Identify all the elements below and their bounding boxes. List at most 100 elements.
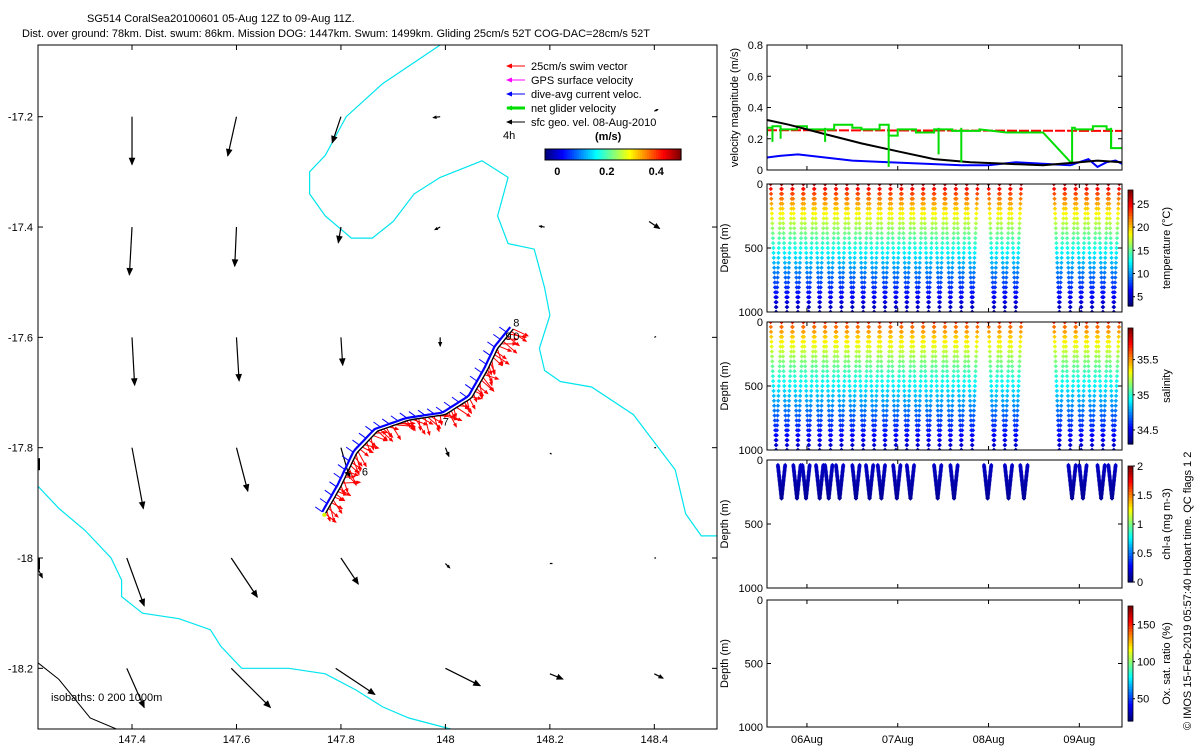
sample-point: [813, 349, 818, 354]
sample-point: [879, 226, 884, 231]
sample-point: [825, 369, 830, 374]
sample-point: [930, 359, 935, 364]
sample-point: [772, 418, 778, 423]
sample-point: [796, 295, 801, 300]
geo-vector-head: [472, 679, 482, 687]
sample-point: [790, 334, 796, 339]
sample-point: [901, 235, 906, 241]
sample-point: [1057, 437, 1062, 443]
sample-point: [907, 373, 913, 379]
sample-point: [924, 398, 929, 403]
sample-point: [1057, 309, 1062, 312]
sample-point: [943, 339, 948, 344]
sample-point: [949, 275, 955, 280]
sample-point: [894, 285, 900, 290]
sample-point: [857, 231, 863, 236]
sample-point: [1092, 245, 1097, 251]
sample-point: [815, 265, 820, 270]
sample-point: [1009, 221, 1015, 226]
sample-point: [902, 408, 908, 413]
sample-point: [1005, 373, 1011, 379]
sample-point: [922, 354, 927, 359]
sample-point: [1116, 186, 1122, 192]
sample-point: [889, 359, 895, 364]
sample-point: [929, 235, 934, 241]
sample-point: [809, 245, 814, 251]
sample-point: [863, 378, 869, 384]
sample-point: [1069, 285, 1074, 290]
sample-point: [835, 226, 841, 231]
colorbar-cell: [1128, 700, 1133, 705]
sample-point: [1086, 378, 1092, 384]
sample-point: [817, 447, 822, 450]
sample-point: [784, 309, 790, 312]
sample-point: [846, 354, 851, 359]
sample-point: [1114, 231, 1120, 236]
dive-profile: [768, 322, 784, 450]
sample-point: [792, 245, 798, 251]
sample-point: [888, 324, 893, 330]
sample-point: [1000, 255, 1005, 261]
sample-point: [974, 339, 980, 344]
sample-point: [905, 290, 910, 295]
sample-point: [885, 235, 891, 241]
colorbar-cell: [1128, 256, 1133, 261]
sample-point: [1097, 373, 1102, 379]
colorbar-cell: [1128, 550, 1133, 554]
sample-point: [891, 403, 897, 408]
sample-point: [928, 260, 933, 265]
sample-point: [937, 309, 942, 312]
sample-point: [817, 442, 823, 448]
sample-point: [939, 403, 944, 408]
sample-point: [793, 250, 798, 256]
sample-point: [1065, 260, 1071, 265]
sample-point: [867, 349, 873, 354]
sample-point: [910, 184, 915, 187]
dive-profile: [904, 462, 917, 501]
swim-vector-head: [331, 517, 336, 523]
map-axes-background: [38, 45, 717, 729]
sample-point: [997, 334, 1003, 339]
sample-point: [989, 265, 995, 270]
geo-vector: [38, 568, 43, 579]
sample-point: [1101, 428, 1106, 433]
sample-point: [890, 231, 895, 236]
sample-point: [954, 334, 959, 339]
sample-point: [1071, 364, 1077, 369]
sample-point: [1075, 373, 1081, 379]
sample-point: [1108, 231, 1113, 236]
sample-point: [813, 344, 818, 349]
sample-point: [950, 393, 955, 399]
sample-point: [994, 388, 999, 394]
colorbar-frame: [544, 148, 682, 161]
sample-point: [1098, 255, 1103, 261]
colorbar-cell: [1128, 336, 1133, 341]
sample-point: [922, 226, 928, 231]
sample-point: [788, 221, 793, 226]
geo-vector: [126, 557, 145, 607]
sample-point: [808, 270, 813, 275]
sample-point: [845, 329, 850, 335]
sample-point: [817, 437, 823, 443]
sample-point: [857, 364, 862, 369]
sample-point: [1064, 235, 1070, 241]
sample-point: [1091, 270, 1096, 275]
legend-label: net glider velocity: [531, 103, 616, 115]
sample-point: [892, 280, 897, 285]
sample-point: [1004, 255, 1010, 261]
sample-point: [890, 364, 895, 369]
sample-point: [837, 275, 843, 280]
sample-point: [1008, 322, 1013, 325]
sample-point: [808, 255, 814, 261]
colorbar-cell: [574, 149, 578, 160]
sample-point: [941, 349, 946, 354]
sample-point: [830, 250, 836, 256]
sample-point: [954, 329, 959, 335]
sample-point: [826, 496, 831, 501]
sample-point: [944, 231, 950, 236]
sample-point: [1015, 393, 1021, 399]
sample-point: [798, 383, 803, 389]
sample-point: [850, 447, 855, 450]
dive-profile: [790, 184, 806, 312]
sample-point: [971, 408, 977, 413]
